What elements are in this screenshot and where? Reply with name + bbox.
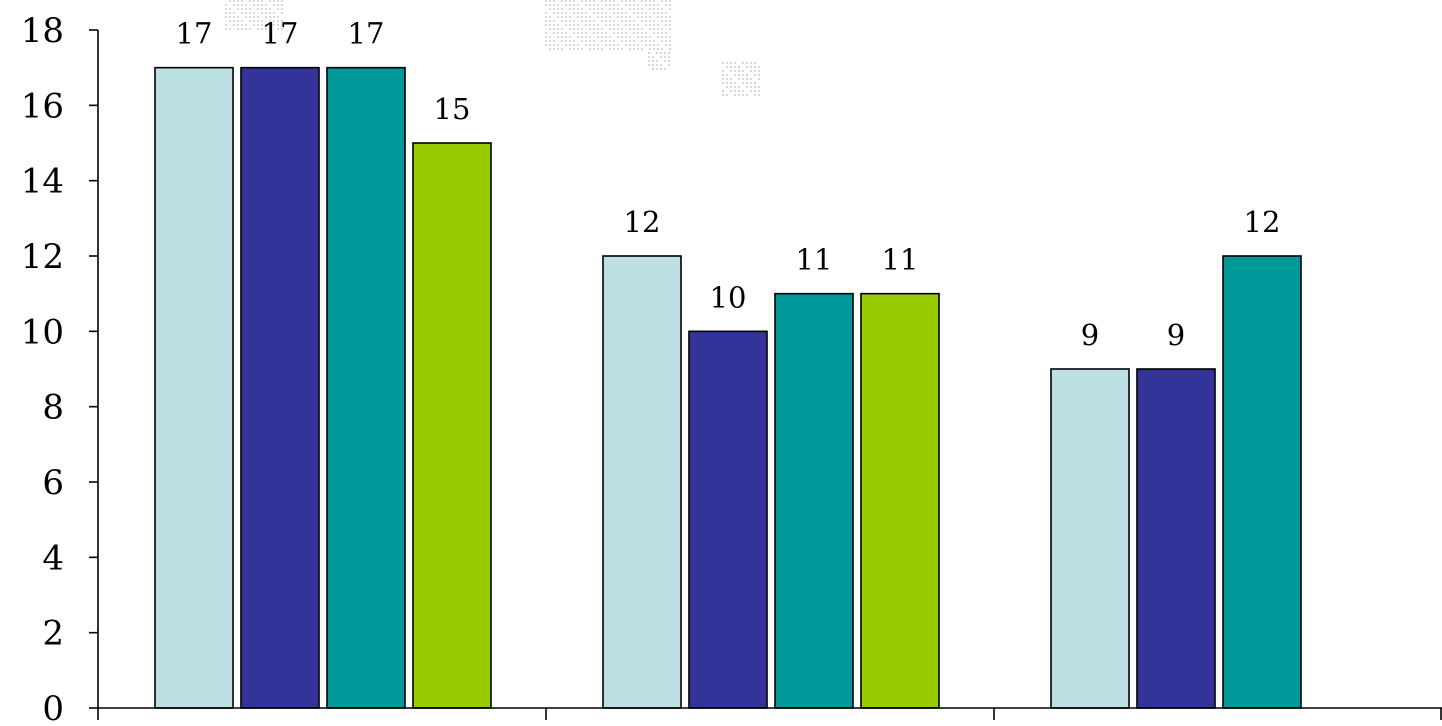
bar [1222,255,1302,709]
data-label: 10 [710,280,747,314]
y-tick-label: 2 [42,614,64,654]
map-dot-cluster [545,0,671,50]
data-label: 11 [882,243,919,277]
bar [774,292,854,709]
data-label: 12 [624,205,661,239]
bar [326,66,406,709]
map-dot-cluster [225,0,283,30]
bar [412,142,492,709]
y-tick-label: 16 [21,86,64,126]
data-label: 17 [176,17,213,51]
axes-group: 0 2 4 6 8 10 12 14 16 18 [21,11,1442,726]
bars-group [154,66,1302,709]
bar [602,255,682,709]
y-tick-label: 4 [42,538,64,578]
background-world-map-pattern [225,0,760,96]
data-label: 17 [262,17,299,51]
data-label: 12 [1244,205,1281,239]
y-tick-label: 8 [42,388,64,428]
data-label: 15 [434,92,471,126]
y-tick-label: 18 [21,11,64,51]
bar [1050,368,1130,709]
y-tick-label: 10 [21,312,64,352]
data-label: 17 [348,17,385,51]
data-label: 11 [796,243,833,277]
data-label: 9 [1167,318,1185,352]
bar [688,330,768,709]
map-dot-cluster [722,62,760,96]
y-tick-label: 6 [42,463,64,503]
y-tick-label: 12 [21,237,64,277]
bar [240,66,320,709]
y-tick-label: 14 [21,162,64,202]
map-dot-cluster [648,52,670,70]
bar [860,292,940,709]
bar [1136,368,1216,709]
bar [154,66,234,709]
data-labels-group: 17 17 17 15 12 10 11 11 9 9 12 [176,17,1281,352]
y-tick-label: 0 [42,689,64,726]
data-label: 9 [1081,318,1099,352]
